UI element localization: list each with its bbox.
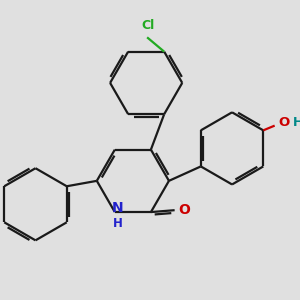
Text: O: O — [278, 116, 290, 129]
Text: Cl: Cl — [141, 20, 155, 32]
Text: N: N — [112, 201, 124, 215]
Text: H: H — [293, 116, 300, 129]
Text: H: H — [113, 217, 123, 230]
Text: O: O — [178, 203, 190, 217]
